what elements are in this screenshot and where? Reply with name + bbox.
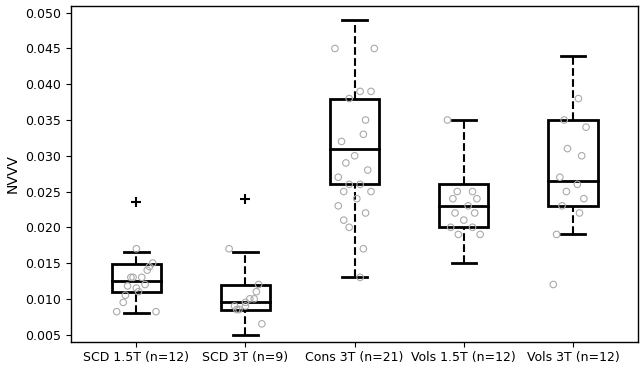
Point xyxy=(557,203,567,209)
Point xyxy=(240,299,251,305)
Point xyxy=(257,321,267,327)
Point xyxy=(358,131,368,137)
Point xyxy=(234,307,244,313)
Point xyxy=(576,153,587,159)
Point xyxy=(350,153,360,159)
Point xyxy=(249,296,260,302)
Point xyxy=(450,210,460,216)
Point xyxy=(341,160,351,166)
Point xyxy=(120,292,131,298)
Point xyxy=(551,232,562,238)
Point xyxy=(446,224,456,230)
Point xyxy=(344,181,354,187)
Point xyxy=(361,117,371,123)
Point xyxy=(361,210,371,216)
Point xyxy=(355,275,365,280)
Point xyxy=(333,174,343,180)
Point xyxy=(573,95,583,101)
Point xyxy=(118,299,128,305)
Point xyxy=(475,232,486,238)
Point xyxy=(126,275,136,280)
Point xyxy=(133,289,144,295)
Point xyxy=(554,174,565,180)
Point xyxy=(144,264,155,270)
Point xyxy=(128,275,138,280)
Point xyxy=(111,309,122,314)
Point xyxy=(448,196,458,202)
Point xyxy=(468,189,478,195)
Point xyxy=(562,189,572,195)
Point xyxy=(240,303,251,309)
Bar xyxy=(549,120,598,206)
Point xyxy=(131,246,142,252)
Bar xyxy=(330,98,379,184)
Point xyxy=(472,196,482,202)
Point xyxy=(358,246,368,252)
Point xyxy=(229,303,240,309)
Point xyxy=(463,203,473,209)
Point xyxy=(442,117,453,123)
Point xyxy=(147,260,158,266)
Point xyxy=(355,88,365,94)
Point xyxy=(452,189,462,195)
Point xyxy=(339,189,349,195)
Point xyxy=(559,117,569,123)
Point xyxy=(366,189,376,195)
Point xyxy=(142,267,153,273)
Point xyxy=(366,88,376,94)
Point xyxy=(574,210,585,216)
Point xyxy=(254,282,264,287)
Point xyxy=(459,217,469,223)
Bar xyxy=(221,285,270,310)
Point xyxy=(579,196,589,202)
Bar xyxy=(439,184,488,227)
Point xyxy=(333,203,343,209)
Point xyxy=(548,282,558,287)
Point xyxy=(453,232,464,238)
Point xyxy=(572,181,582,187)
Point xyxy=(355,181,365,187)
Point xyxy=(363,167,373,173)
Bar xyxy=(112,265,161,292)
Point xyxy=(581,124,591,130)
Point xyxy=(562,146,573,152)
Point xyxy=(344,224,354,230)
Point xyxy=(339,217,349,223)
Point xyxy=(251,289,261,295)
Point xyxy=(224,246,234,252)
Point xyxy=(369,46,379,51)
Point xyxy=(151,309,161,314)
Point xyxy=(336,138,346,144)
Point xyxy=(352,196,362,202)
Point xyxy=(122,283,133,289)
Point xyxy=(232,307,242,313)
Point xyxy=(469,210,480,216)
Point xyxy=(140,282,150,287)
Point xyxy=(245,296,255,302)
Point xyxy=(344,95,354,101)
Point xyxy=(131,285,142,291)
Point xyxy=(330,46,340,51)
Point xyxy=(137,275,147,280)
Y-axis label: NVVV: NVVV xyxy=(6,154,19,193)
Point xyxy=(468,224,478,230)
